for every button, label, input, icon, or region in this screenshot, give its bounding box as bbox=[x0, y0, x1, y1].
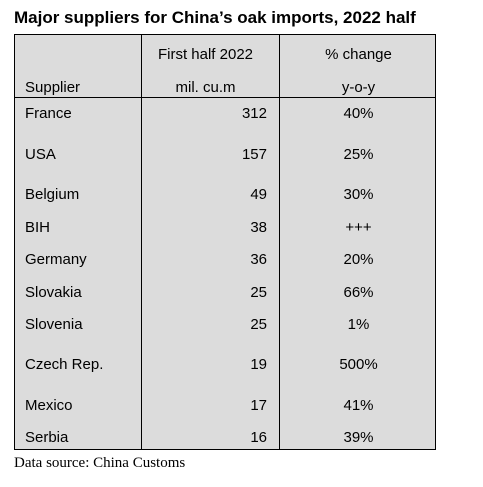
cell-volume: 25 bbox=[250, 284, 267, 301]
cell-supplier: BIH bbox=[25, 219, 51, 236]
cell-volume: 36 bbox=[250, 251, 267, 268]
cell-supplier: Slovenia bbox=[25, 316, 83, 333]
cell-change: 500% bbox=[339, 356, 378, 373]
header-change-line1: % change bbox=[325, 46, 392, 63]
cell-supplier: Belgium bbox=[25, 186, 80, 203]
header-volume-line1: First half 2022 bbox=[157, 46, 254, 63]
suppliers-table: First half 2022 % change Supplier mil. c… bbox=[14, 34, 436, 450]
cell-volume: 19 bbox=[250, 356, 267, 373]
cell-change: 40% bbox=[343, 105, 374, 122]
header-volume-line2: mil. cu.m bbox=[175, 79, 236, 96]
cell-change: 30% bbox=[343, 186, 374, 203]
cell-supplier: Germany bbox=[25, 251, 87, 268]
cell-volume: 157 bbox=[241, 146, 267, 163]
cell-volume: 16 bbox=[250, 429, 267, 446]
cell-supplier: Slovakia bbox=[25, 284, 82, 301]
cell-supplier: Mexico bbox=[25, 397, 73, 414]
cell-change: 1% bbox=[347, 316, 370, 333]
cell-volume: 38 bbox=[250, 219, 267, 236]
cell-change: 41% bbox=[343, 397, 374, 414]
cell-change: +++ bbox=[345, 219, 372, 236]
cell-change: 39% bbox=[343, 429, 374, 446]
cell-volume: 17 bbox=[250, 397, 267, 414]
cell-volume: 25 bbox=[250, 316, 267, 333]
column-divider-2 bbox=[279, 35, 280, 449]
cell-volume: 49 bbox=[250, 186, 267, 203]
data-source-note: Data source: China Customs bbox=[14, 455, 186, 471]
cell-supplier: USA bbox=[25, 146, 56, 163]
cell-supplier: France bbox=[25, 105, 72, 122]
cell-volume: 312 bbox=[241, 105, 267, 122]
header-supplier: Supplier bbox=[25, 79, 81, 96]
cell-change: 20% bbox=[343, 251, 374, 268]
cell-change: 25% bbox=[343, 146, 374, 163]
column-divider-1 bbox=[141, 35, 142, 449]
cell-supplier: Czech Rep. bbox=[25, 356, 104, 373]
header-divider bbox=[15, 97, 435, 98]
cell-change: 66% bbox=[343, 284, 374, 301]
cell-supplier: Serbia bbox=[25, 429, 69, 446]
page-title: Major suppliers for China’s oak imports,… bbox=[14, 8, 416, 27]
header-change-line2: y-o-y bbox=[341, 79, 376, 96]
